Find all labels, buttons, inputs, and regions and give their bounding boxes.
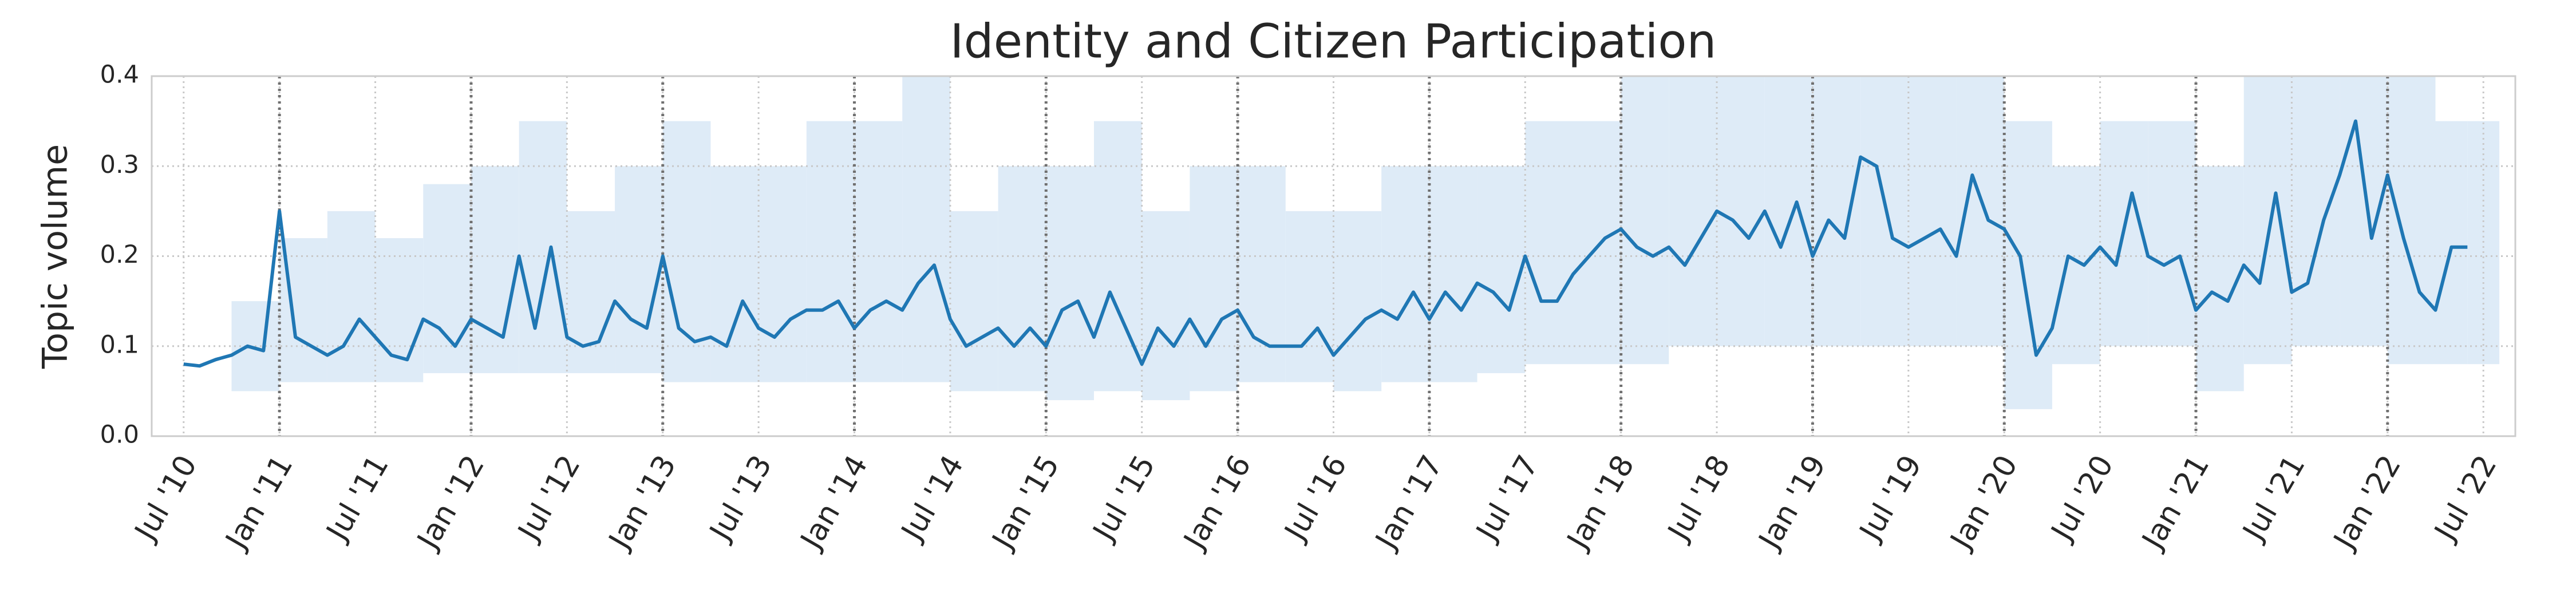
range-band bbox=[1669, 76, 1717, 346]
plot-frame bbox=[151, 75, 2516, 437]
range-band bbox=[471, 166, 519, 373]
range-band bbox=[1429, 166, 1477, 382]
range-band bbox=[1046, 166, 1095, 401]
range-band bbox=[1285, 211, 1334, 382]
range-band bbox=[1141, 211, 1190, 401]
range-band bbox=[2387, 76, 2436, 365]
range-band bbox=[1860, 76, 1909, 346]
range-band bbox=[423, 184, 471, 373]
y-tick-label: 0.2 bbox=[100, 240, 139, 269]
range-band bbox=[1621, 76, 1669, 365]
range-band bbox=[902, 76, 950, 382]
range-band bbox=[662, 121, 711, 382]
range-band bbox=[854, 121, 903, 382]
range-band bbox=[1381, 166, 1429, 382]
range-band bbox=[615, 166, 663, 373]
range-band bbox=[1190, 166, 1238, 392]
range-band bbox=[375, 238, 424, 382]
range-band bbox=[1573, 121, 1621, 365]
range-band bbox=[327, 211, 376, 382]
range-band bbox=[2243, 76, 2292, 365]
y-tick-label: 0.4 bbox=[100, 61, 139, 89]
y-tick-label: 0.1 bbox=[100, 330, 139, 359]
range-band bbox=[806, 121, 855, 382]
range-band bbox=[998, 166, 1046, 392]
range-band bbox=[1812, 76, 1861, 346]
range-band bbox=[2340, 76, 2388, 346]
range-band bbox=[1525, 121, 1573, 365]
range-band bbox=[519, 121, 567, 373]
y-tick-label: 0.3 bbox=[100, 151, 139, 179]
range-band bbox=[1477, 166, 1526, 373]
range-band bbox=[2148, 121, 2196, 346]
range-band bbox=[1764, 76, 1813, 346]
range-band bbox=[950, 211, 998, 392]
range-band bbox=[1333, 211, 1382, 392]
range-band bbox=[567, 211, 615, 373]
range-band bbox=[1238, 166, 1286, 382]
range-band bbox=[2291, 76, 2340, 346]
range-band bbox=[710, 166, 759, 382]
range-band bbox=[1908, 76, 1957, 346]
range-band bbox=[1717, 76, 1765, 346]
y-tick-label: 0.0 bbox=[100, 421, 139, 449]
range-band bbox=[2052, 166, 2100, 365]
range-band bbox=[2196, 166, 2244, 392]
range-band bbox=[2435, 121, 2468, 365]
range-band bbox=[758, 166, 807, 382]
range-band bbox=[2004, 121, 2052, 409]
chart-title: Identity and Citizen Participation bbox=[950, 14, 1716, 69]
series-line bbox=[183, 119, 2468, 368]
y-axis-label: Topic volume bbox=[35, 144, 76, 369]
